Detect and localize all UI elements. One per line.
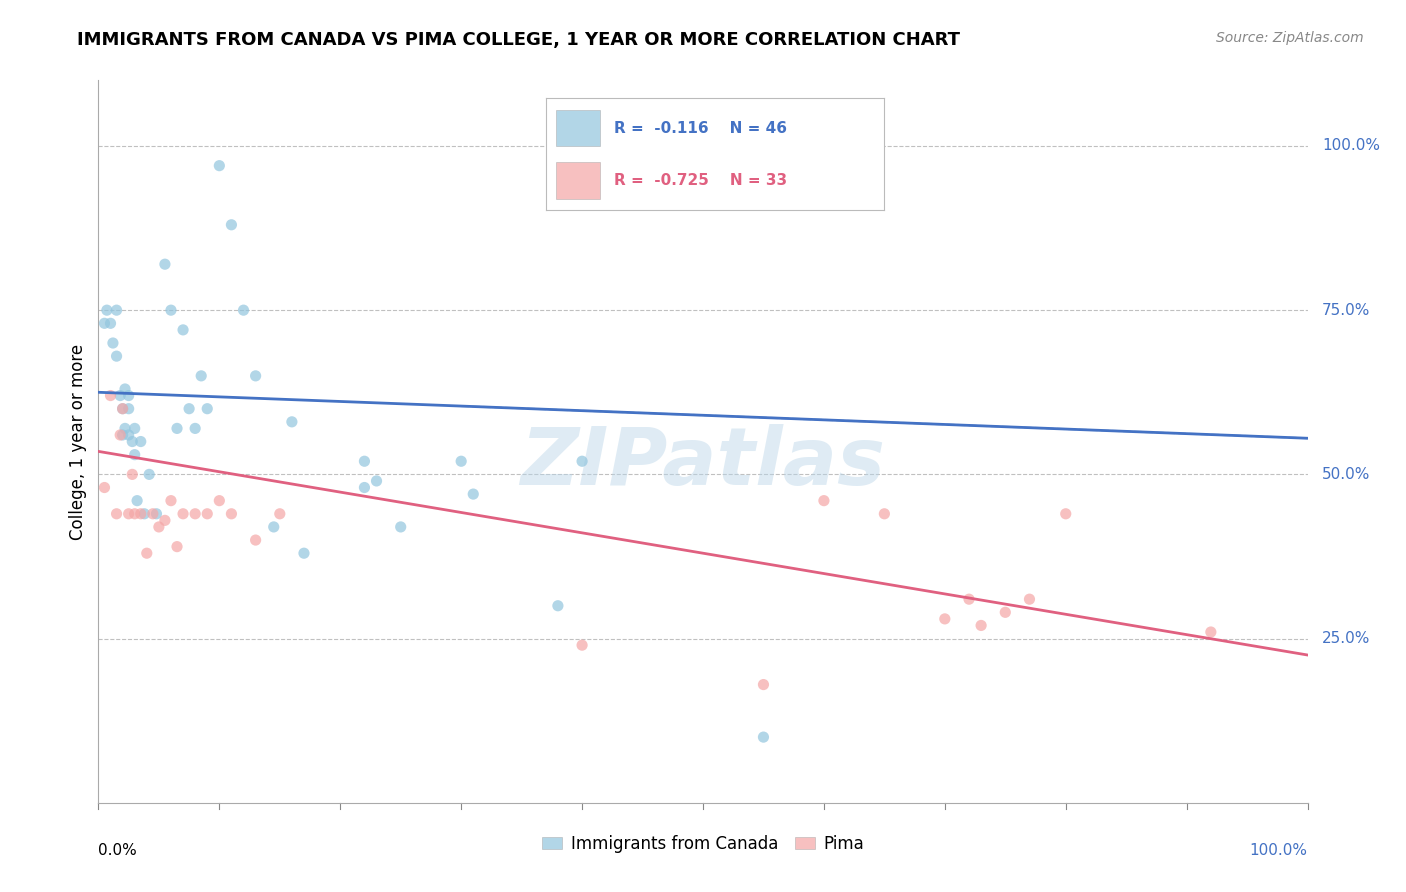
Point: [121, 434, 143, 449]
Point: [111, 401, 134, 416]
Point: [221, 218, 243, 232]
Text: 100.0%: 100.0%: [1322, 138, 1381, 153]
Point: [353, 481, 375, 495]
Point: [93, 316, 115, 330]
Point: [752, 730, 775, 744]
Point: [873, 507, 896, 521]
Point: [105, 303, 128, 318]
Point: [145, 507, 167, 521]
Point: [1199, 625, 1222, 640]
Point: [127, 493, 149, 508]
Text: ZIPatlas: ZIPatlas: [520, 425, 886, 502]
Text: 75.0%: 75.0%: [1322, 302, 1371, 318]
Point: [160, 303, 183, 318]
Point: [281, 415, 304, 429]
Point: [138, 467, 160, 482]
Point: [124, 507, 146, 521]
Text: 50.0%: 50.0%: [1322, 467, 1371, 482]
Point: [153, 257, 176, 271]
Point: [148, 520, 170, 534]
Point: [96, 303, 118, 318]
Point: [118, 507, 141, 521]
Point: [111, 401, 134, 416]
Point: [245, 368, 267, 383]
Point: [208, 159, 231, 173]
Point: [93, 481, 115, 495]
Point: [389, 520, 412, 534]
Point: [752, 677, 775, 691]
Point: [353, 454, 375, 468]
Point: [190, 368, 212, 383]
Point: [124, 421, 146, 435]
Point: [994, 605, 1017, 619]
Point: [269, 507, 291, 521]
Point: [571, 638, 593, 652]
Point: [118, 401, 141, 416]
Point: [114, 382, 136, 396]
Text: IMMIGRANTS FROM CANADA VS PIMA COLLEGE, 1 YEAR OR MORE CORRELATION CHART: IMMIGRANTS FROM CANADA VS PIMA COLLEGE, …: [77, 31, 960, 49]
Text: 100.0%: 100.0%: [1250, 843, 1308, 857]
Point: [957, 592, 980, 607]
Point: [166, 540, 188, 554]
Point: [184, 421, 207, 435]
Point: [179, 401, 201, 416]
Point: [1054, 507, 1077, 521]
Point: [970, 618, 993, 632]
Point: [172, 507, 194, 521]
Text: 25.0%: 25.0%: [1322, 632, 1371, 646]
Point: [166, 421, 188, 435]
Point: [118, 388, 141, 402]
Point: [195, 507, 218, 521]
Y-axis label: College, 1 year or more: College, 1 year or more: [69, 343, 87, 540]
Text: 0.0%: 0.0%: [98, 843, 138, 857]
Point: [153, 513, 176, 527]
Point: [124, 448, 146, 462]
Point: [813, 493, 835, 508]
Point: [142, 507, 165, 521]
Point: [101, 336, 124, 351]
Point: [100, 388, 122, 402]
Point: [221, 507, 243, 521]
Point: [571, 454, 593, 468]
Point: [263, 520, 285, 534]
Point: [160, 493, 183, 508]
Point: [232, 303, 254, 318]
Point: [1018, 592, 1040, 607]
Point: [135, 546, 157, 560]
Point: [208, 493, 231, 508]
Point: [108, 428, 131, 442]
Point: [547, 599, 569, 613]
Point: [121, 467, 143, 482]
Point: [172, 323, 194, 337]
Point: [366, 474, 388, 488]
Point: [292, 546, 315, 560]
Point: [114, 421, 136, 435]
Point: [111, 428, 134, 442]
Point: [934, 612, 956, 626]
Text: Source: ZipAtlas.com: Source: ZipAtlas.com: [1216, 31, 1364, 45]
Point: [134, 507, 156, 521]
Point: [129, 507, 152, 521]
Point: [195, 401, 218, 416]
Legend: Immigrants from Canada, Pima: Immigrants from Canada, Pima: [536, 828, 870, 860]
Point: [105, 349, 128, 363]
Point: [184, 507, 207, 521]
Point: [118, 428, 141, 442]
Point: [450, 454, 472, 468]
Point: [105, 507, 128, 521]
Point: [245, 533, 267, 547]
Point: [463, 487, 485, 501]
Point: [100, 316, 122, 330]
Point: [129, 434, 152, 449]
Point: [108, 388, 131, 402]
